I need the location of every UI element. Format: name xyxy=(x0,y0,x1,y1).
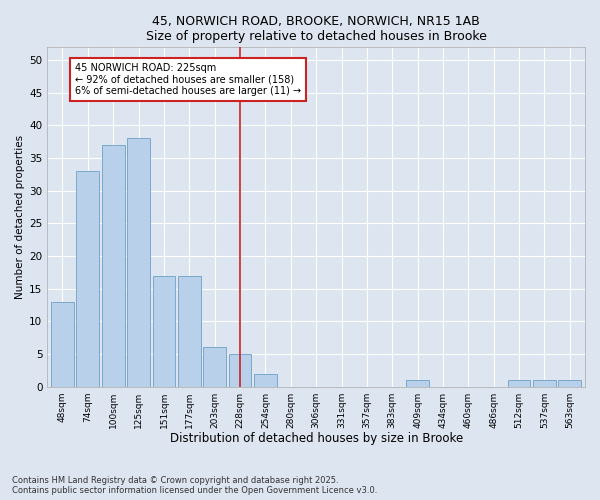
Bar xyxy=(127,138,150,386)
Bar xyxy=(76,171,99,386)
Bar xyxy=(254,374,277,386)
X-axis label: Distribution of detached houses by size in Brooke: Distribution of detached houses by size … xyxy=(170,432,463,445)
Bar xyxy=(51,302,74,386)
Bar xyxy=(559,380,581,386)
Bar xyxy=(406,380,429,386)
Y-axis label: Number of detached properties: Number of detached properties xyxy=(15,134,25,299)
Title: 45, NORWICH ROAD, BROOKE, NORWICH, NR15 1AB
Size of property relative to detache: 45, NORWICH ROAD, BROOKE, NORWICH, NR15 … xyxy=(146,15,487,43)
Text: 45 NORWICH ROAD: 225sqm
← 92% of detached houses are smaller (158)
6% of semi-de: 45 NORWICH ROAD: 225sqm ← 92% of detache… xyxy=(75,64,301,96)
Bar xyxy=(178,276,201,386)
Text: Contains HM Land Registry data © Crown copyright and database right 2025.
Contai: Contains HM Land Registry data © Crown c… xyxy=(12,476,377,495)
Bar xyxy=(508,380,530,386)
Bar xyxy=(533,380,556,386)
Bar xyxy=(229,354,251,386)
Bar xyxy=(203,348,226,387)
Bar xyxy=(152,276,175,386)
Bar xyxy=(102,145,125,386)
